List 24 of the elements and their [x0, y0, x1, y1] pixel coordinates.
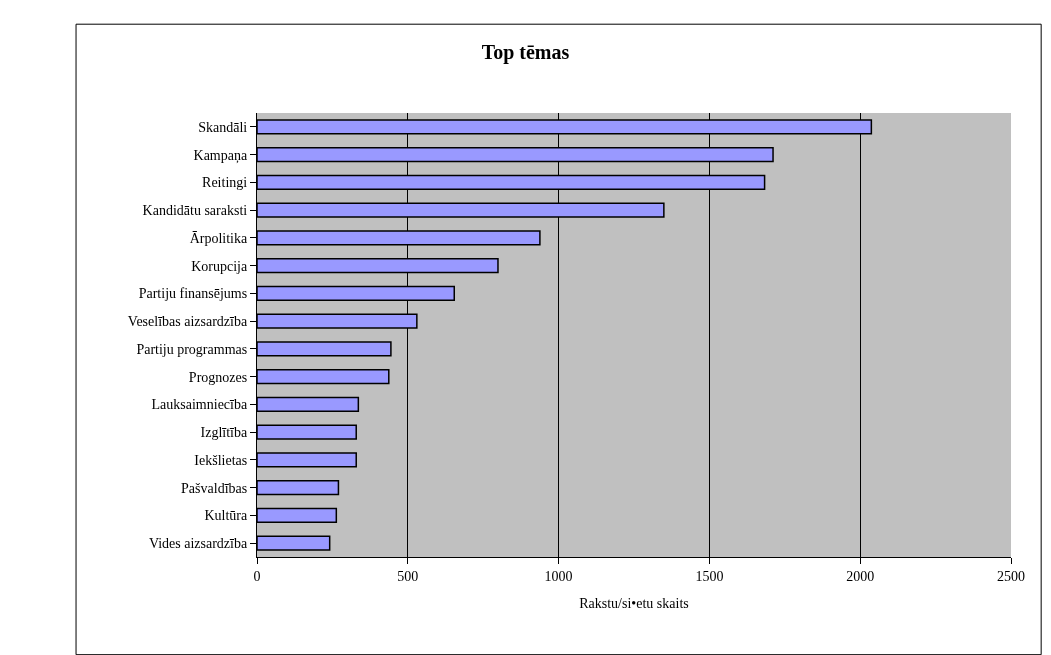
- y-tick-label: Skandāli: [198, 119, 248, 135]
- y-tick-label: Pašvaldības: [181, 480, 248, 496]
- y-tick-label: Partiju programmas: [136, 341, 248, 357]
- y-tick-label: Kampaņa: [193, 147, 248, 164]
- chart-title: Top tēmas: [481, 41, 570, 65]
- y-tick-label: Kandidātu saraksti: [142, 203, 248, 219]
- y-tick-label: Vides aizsardzība: [148, 536, 248, 552]
- y-tick-label: Partiju finansējums: [138, 286, 248, 302]
- x-tick-label: 1500: [695, 568, 724, 584]
- y-tick-label: Ārpolitika: [189, 230, 248, 246]
- y-tick-label: Izglītība: [200, 425, 248, 441]
- y-tick-label: Lauksaimniecība: [151, 397, 248, 413]
- x-axis-title: Rakstu/si•etu skaits: [579, 596, 689, 612]
- x-tick-label: 2000: [846, 568, 875, 584]
- y-tick-label: Veselības aizsardzība: [127, 314, 248, 330]
- x-tick-label: 500: [397, 568, 419, 584]
- y-tick-label: Korupcija: [191, 258, 248, 274]
- y-tick-label: Kultūra: [204, 508, 248, 524]
- x-tick-label: 0: [253, 568, 261, 584]
- x-tick-label: 2500: [997, 568, 1025, 584]
- y-tick-label: Prognozes: [188, 369, 248, 385]
- x-tick-label: 1000: [544, 568, 573, 584]
- y-tick-label: Reitingi: [202, 175, 248, 191]
- y-tick-label: Iekšlietas: [194, 452, 248, 468]
